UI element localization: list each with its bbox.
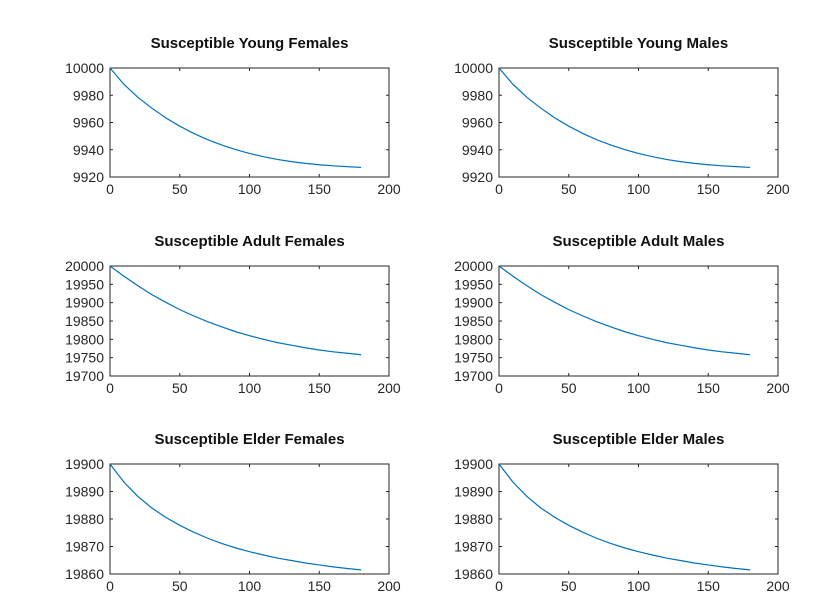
y-tick-label: 9920 xyxy=(462,169,493,185)
x-tick-label: 0 xyxy=(495,380,503,396)
y-tick-label: 10000 xyxy=(454,60,493,76)
x-tick-label: 200 xyxy=(766,578,790,594)
series-line xyxy=(498,67,751,169)
y-tick-label: 19900 xyxy=(65,456,104,472)
x-tick-label: 50 xyxy=(172,380,188,396)
x-tick-label: 100 xyxy=(238,380,262,396)
series-line xyxy=(109,463,362,571)
subplot-title: Susceptible Young Males xyxy=(549,35,729,52)
y-tick-label: 19860 xyxy=(454,566,493,582)
x-tick-label: 50 xyxy=(561,181,577,197)
x-tick-label: 150 xyxy=(697,578,721,594)
y-tick-label: 19890 xyxy=(65,484,104,500)
x-tick-label: 100 xyxy=(627,181,651,197)
subplot-4: Susceptible Adult Males 0 50 100 150 200 20000… xyxy=(454,233,790,396)
y-tick-label: 20000 xyxy=(65,258,104,274)
x-tick-label: 150 xyxy=(308,181,332,197)
y-tick-label: 20000 xyxy=(454,258,493,274)
x-tick-label: 150 xyxy=(308,380,332,396)
y-tick-label: 10000 xyxy=(65,60,104,76)
subplot-title: Susceptible Adult Females xyxy=(154,233,344,250)
subplot-title: Susceptible Elder Males xyxy=(553,431,725,448)
x-tick-label: 100 xyxy=(238,181,262,197)
subplot-2: Susceptible Young Males 0 50 100 150 200 10000… xyxy=(454,35,790,197)
x-tick-label: 50 xyxy=(172,181,188,197)
subplot-6: Susceptible Elder Males 0 50 100 150 200 19900… xyxy=(454,431,790,594)
y-tick-label: 19950 xyxy=(65,276,104,292)
axes-box xyxy=(498,463,779,575)
y-tick-label: 19880 xyxy=(65,511,104,527)
y-tick-label: 9980 xyxy=(73,87,104,103)
x-tick-label: 200 xyxy=(377,380,401,396)
series-line xyxy=(498,463,751,571)
y-tick-label: 19700 xyxy=(454,368,493,384)
y-tick-label: 9960 xyxy=(73,115,104,131)
axes-box xyxy=(109,463,390,575)
x-tick-label: 200 xyxy=(766,181,790,197)
series-line xyxy=(109,265,362,356)
subplot-3: Susceptible Adult Females 0 50 100 150 200 200… xyxy=(65,233,401,396)
subplot-title: Susceptible Elder Females xyxy=(154,431,344,448)
y-tick-label: 19850 xyxy=(454,313,493,329)
y-tick-label: 9960 xyxy=(462,115,493,131)
y-tick-label: 19900 xyxy=(454,295,493,311)
x-tick-label: 200 xyxy=(377,578,401,594)
y-tick-label: 19800 xyxy=(454,331,493,347)
y-tick-label: 19870 xyxy=(65,539,104,555)
y-tick-label: 19900 xyxy=(454,456,493,472)
subplot-title: Susceptible Young Females xyxy=(151,35,349,52)
x-tick-label: 0 xyxy=(106,380,114,396)
axes-box xyxy=(498,265,779,377)
x-tick-label: 150 xyxy=(697,380,721,396)
y-tick-label: 19890 xyxy=(454,484,493,500)
x-tick-label: 0 xyxy=(495,181,503,197)
x-tick-label: 50 xyxy=(172,578,188,594)
x-tick-label: 200 xyxy=(377,181,401,197)
axes-box xyxy=(498,67,779,178)
x-tick-label: 150 xyxy=(697,181,721,197)
axes-box xyxy=(109,67,390,178)
y-tick-label: 19900 xyxy=(65,295,104,311)
y-tick-label: 19880 xyxy=(454,511,493,527)
x-tick-label: 50 xyxy=(561,380,577,396)
x-tick-label: 50 xyxy=(561,578,577,594)
x-tick-label: 100 xyxy=(238,578,262,594)
y-tick-label: 9920 xyxy=(73,169,104,185)
y-tick-label: 9940 xyxy=(462,142,493,158)
y-tick-label: 19750 xyxy=(454,350,493,366)
subplot-5: Susceptible Elder Females 0 50 100 150 200 199… xyxy=(65,431,401,594)
axes-box xyxy=(109,265,390,377)
y-tick-label: 19750 xyxy=(65,350,104,366)
y-tick-label: 19800 xyxy=(65,331,104,347)
y-tick-label: 19950 xyxy=(454,276,493,292)
x-tick-label: 100 xyxy=(627,578,651,594)
y-tick-label: 19860 xyxy=(65,566,104,582)
series-line xyxy=(109,67,362,169)
x-tick-label: 0 xyxy=(106,578,114,594)
series-line xyxy=(498,265,751,356)
subplot-title: Susceptible Adult Males xyxy=(553,233,725,250)
subplot-1: Susceptible Young Females 0 50 100 150 200 100… xyxy=(65,35,401,197)
y-tick-label: 9980 xyxy=(462,87,493,103)
x-tick-label: 0 xyxy=(106,181,114,197)
y-tick-label: 19850 xyxy=(65,313,104,329)
y-tick-label: 19700 xyxy=(65,368,104,384)
x-tick-label: 150 xyxy=(308,578,332,594)
x-tick-label: 200 xyxy=(766,380,790,396)
y-tick-label: 19870 xyxy=(454,539,493,555)
x-tick-label: 0 xyxy=(495,578,503,594)
y-tick-label: 9940 xyxy=(73,142,104,158)
x-tick-label: 100 xyxy=(627,380,651,396)
